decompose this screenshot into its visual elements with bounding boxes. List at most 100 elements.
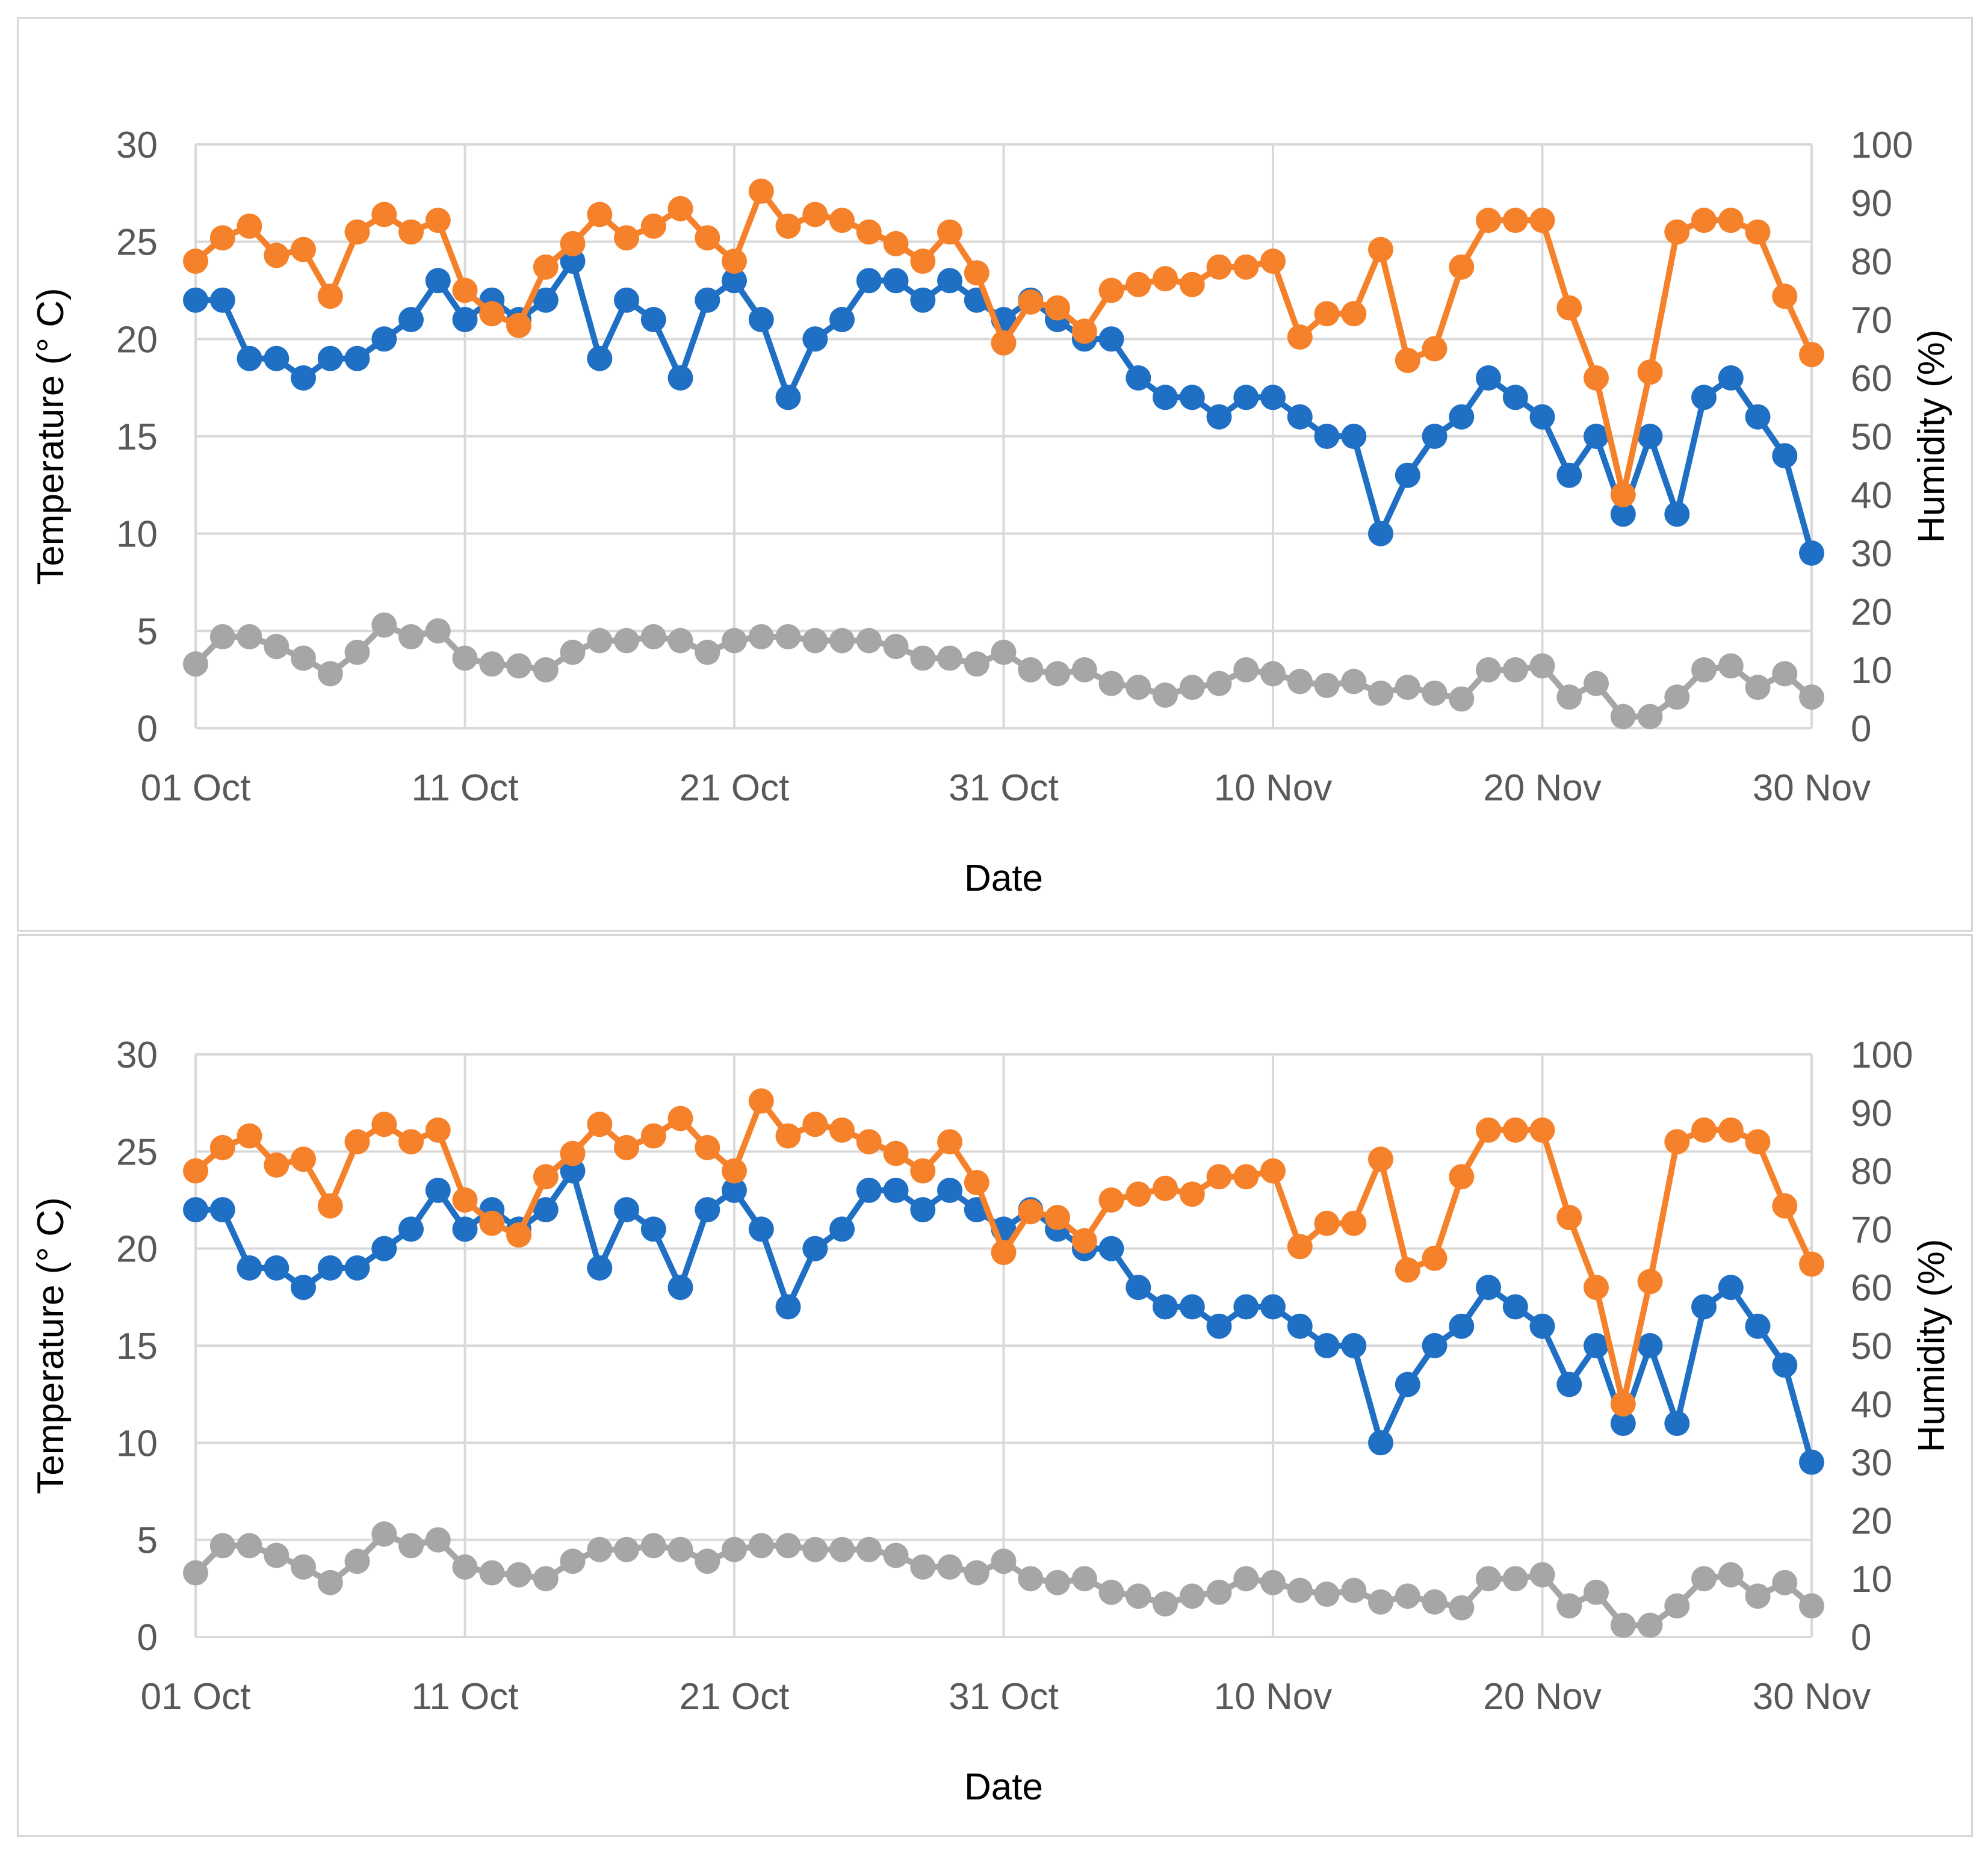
data-point <box>425 1527 451 1553</box>
data-point <box>452 1187 478 1213</box>
data-point <box>1045 1570 1070 1595</box>
data-point <box>1260 1294 1286 1320</box>
data-point <box>291 1146 316 1172</box>
data-point <box>802 628 828 654</box>
data-point <box>695 225 720 251</box>
data-point <box>1529 1562 1555 1588</box>
data-point <box>1691 1117 1717 1143</box>
data-point <box>1341 669 1367 694</box>
data-point <box>1556 295 1582 321</box>
data-point <box>209 1197 235 1223</box>
data-point <box>1314 1582 1340 1607</box>
data-point <box>1071 1566 1097 1592</box>
x-tick-label: 30 Nov <box>1753 767 1871 809</box>
data-point <box>344 1548 370 1574</box>
data-point <box>183 1158 208 1184</box>
y-tick-label: 25 <box>116 1131 158 1173</box>
data-point <box>991 639 1017 665</box>
data-point <box>722 628 747 654</box>
y2-tick-label: 50 <box>1851 1326 1892 1367</box>
data-point <box>1502 385 1528 410</box>
data-point <box>1287 669 1313 694</box>
data-point <box>640 624 666 649</box>
data-point <box>1341 424 1367 449</box>
data-point <box>695 1197 720 1223</box>
series-humidity <box>183 178 1824 507</box>
data-point <box>640 1216 666 1242</box>
y2-tick-label: 70 <box>1851 300 1892 341</box>
data-point <box>398 1533 424 1559</box>
data-point <box>802 1536 828 1562</box>
data-point <box>209 287 235 313</box>
x-tick-label: 10 Nov <box>1214 767 1332 809</box>
data-point <box>883 1140 909 1166</box>
y2-tick-label: 80 <box>1851 241 1892 283</box>
x-tick-label: 11 Oct <box>411 1676 518 1718</box>
data-point <box>1368 521 1393 546</box>
data-point <box>1260 249 1286 274</box>
y2-axis-title: Humidity (%) <box>1911 1239 1952 1453</box>
y2-axis-title: Humidity (%) <box>1911 330 1952 543</box>
data-point <box>1529 1313 1555 1339</box>
data-point <box>1772 1193 1798 1219</box>
data-point <box>1718 1117 1744 1143</box>
y2-tick-label: 70 <box>1851 1209 1892 1251</box>
y-tick-label: 0 <box>137 708 158 750</box>
data-point <box>640 1123 666 1149</box>
data-point <box>1126 675 1151 701</box>
data-point <box>695 639 720 665</box>
data-point <box>1341 1210 1367 1236</box>
data-point <box>1556 462 1582 488</box>
data-point <box>344 345 370 371</box>
y2-tick-label: 90 <box>1851 1093 1892 1134</box>
data-point <box>1206 404 1232 430</box>
x-tick-label: 20 Nov <box>1483 1676 1601 1718</box>
data-point <box>1098 670 1124 696</box>
data-point <box>425 208 451 234</box>
data-point <box>1610 501 1636 527</box>
chart-panel-top <box>17 17 1973 932</box>
data-point <box>1287 1234 1313 1260</box>
data-point <box>1718 208 1744 234</box>
data-point <box>667 1536 693 1562</box>
data-point <box>560 1140 586 1166</box>
data-point <box>695 287 720 313</box>
data-point <box>1206 670 1232 696</box>
data-point <box>1449 404 1475 430</box>
data-point <box>398 219 424 245</box>
data-point <box>317 1570 343 1595</box>
data-point <box>1314 424 1340 449</box>
data-point <box>829 628 855 654</box>
data-point <box>1745 219 1771 245</box>
data-point <box>183 1560 208 1586</box>
data-point <box>587 202 613 227</box>
data-point <box>371 1112 397 1137</box>
y2-tick-label: 30 <box>1851 533 1892 575</box>
data-point <box>1556 1372 1582 1397</box>
data-point <box>722 1536 747 1562</box>
data-point <box>1529 653 1555 679</box>
data-point <box>1368 680 1393 706</box>
series-grey-series <box>183 1521 1824 1638</box>
data-point <box>1260 661 1286 687</box>
data-point <box>695 1548 720 1574</box>
x-tick-label: 01 Oct <box>141 1676 251 1718</box>
data-point <box>533 1197 559 1223</box>
data-point <box>667 365 693 391</box>
data-point <box>883 1177 909 1203</box>
y-tick-label: 0 <box>137 1617 158 1659</box>
data-point <box>1314 1210 1340 1236</box>
y2-tick-label: 50 <box>1851 416 1892 458</box>
y2-tick-label: 100 <box>1851 125 1913 166</box>
data-point <box>1260 1570 1286 1595</box>
chart-1: 0 5 10 15 20 25 30 0 10 20 30 40 50 60 70 80 90 100 01 Oct… <box>30 1035 1952 1808</box>
data-point <box>910 1158 936 1184</box>
data-point <box>1718 1562 1744 1588</box>
data-point <box>237 624 262 649</box>
data-point <box>1395 1257 1420 1283</box>
data-point <box>910 1554 936 1580</box>
data-point <box>829 1216 855 1242</box>
data-point <box>209 225 235 251</box>
data-point <box>667 628 693 654</box>
y-tick-label: 10 <box>116 1423 158 1464</box>
